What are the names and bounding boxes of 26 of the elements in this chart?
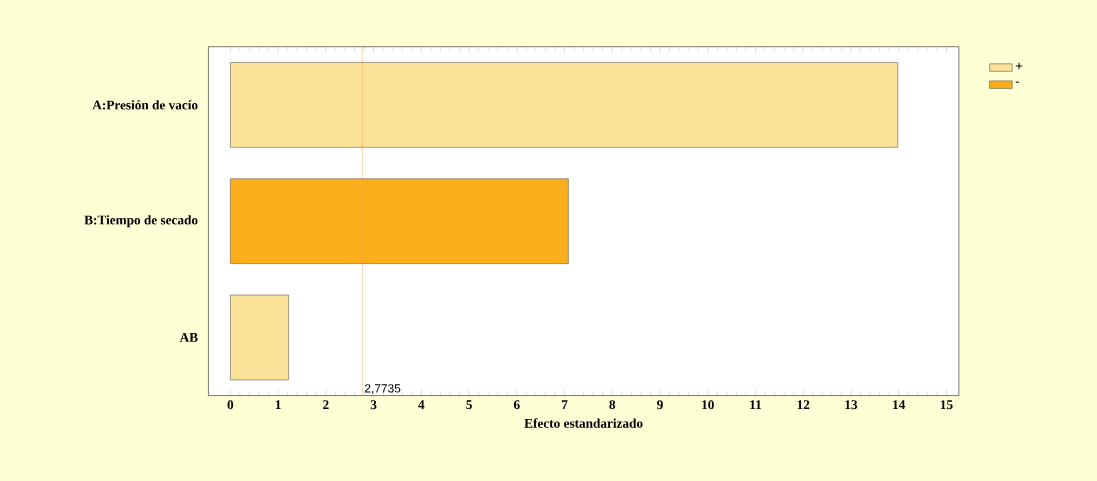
x-tick-label: 5 [466,400,472,410]
y-tick-label: A:Presión de vacío [92,100,198,110]
ref-line-label: 2,7735 [364,384,401,394]
x-tick-label: 1 [275,400,281,409]
legend-label: + [1015,62,1023,70]
bar [230,294,289,381]
x-tick-label: 6 [513,400,520,410]
x-tick-label: 13 [845,400,858,410]
x-tick-label: 11 [750,400,762,409]
x-tick-label: 0 [227,400,234,410]
legend-label: - [1015,81,1019,83]
x-tick-label: 14 [893,400,906,409]
x-tick-label: 12 [797,400,810,410]
x-tick-label: 8 [609,400,616,410]
x-tick-label: 9 [657,400,663,410]
x-tick-label: 15 [940,400,953,410]
x-tick-label: 2 [323,400,329,410]
bar [230,178,569,264]
x-tick-label: 4 [418,400,425,409]
x-axis-title: Efecto estandarizado [524,418,643,428]
x-tick-label: 7 [561,400,568,409]
y-tick-label: B:Tiempo de secado [84,215,198,228]
y-tick-label: AB [179,333,198,342]
x-tick-label: 3 [370,400,377,410]
bar [230,62,899,148]
x-tick-label: 10 [702,400,714,410]
